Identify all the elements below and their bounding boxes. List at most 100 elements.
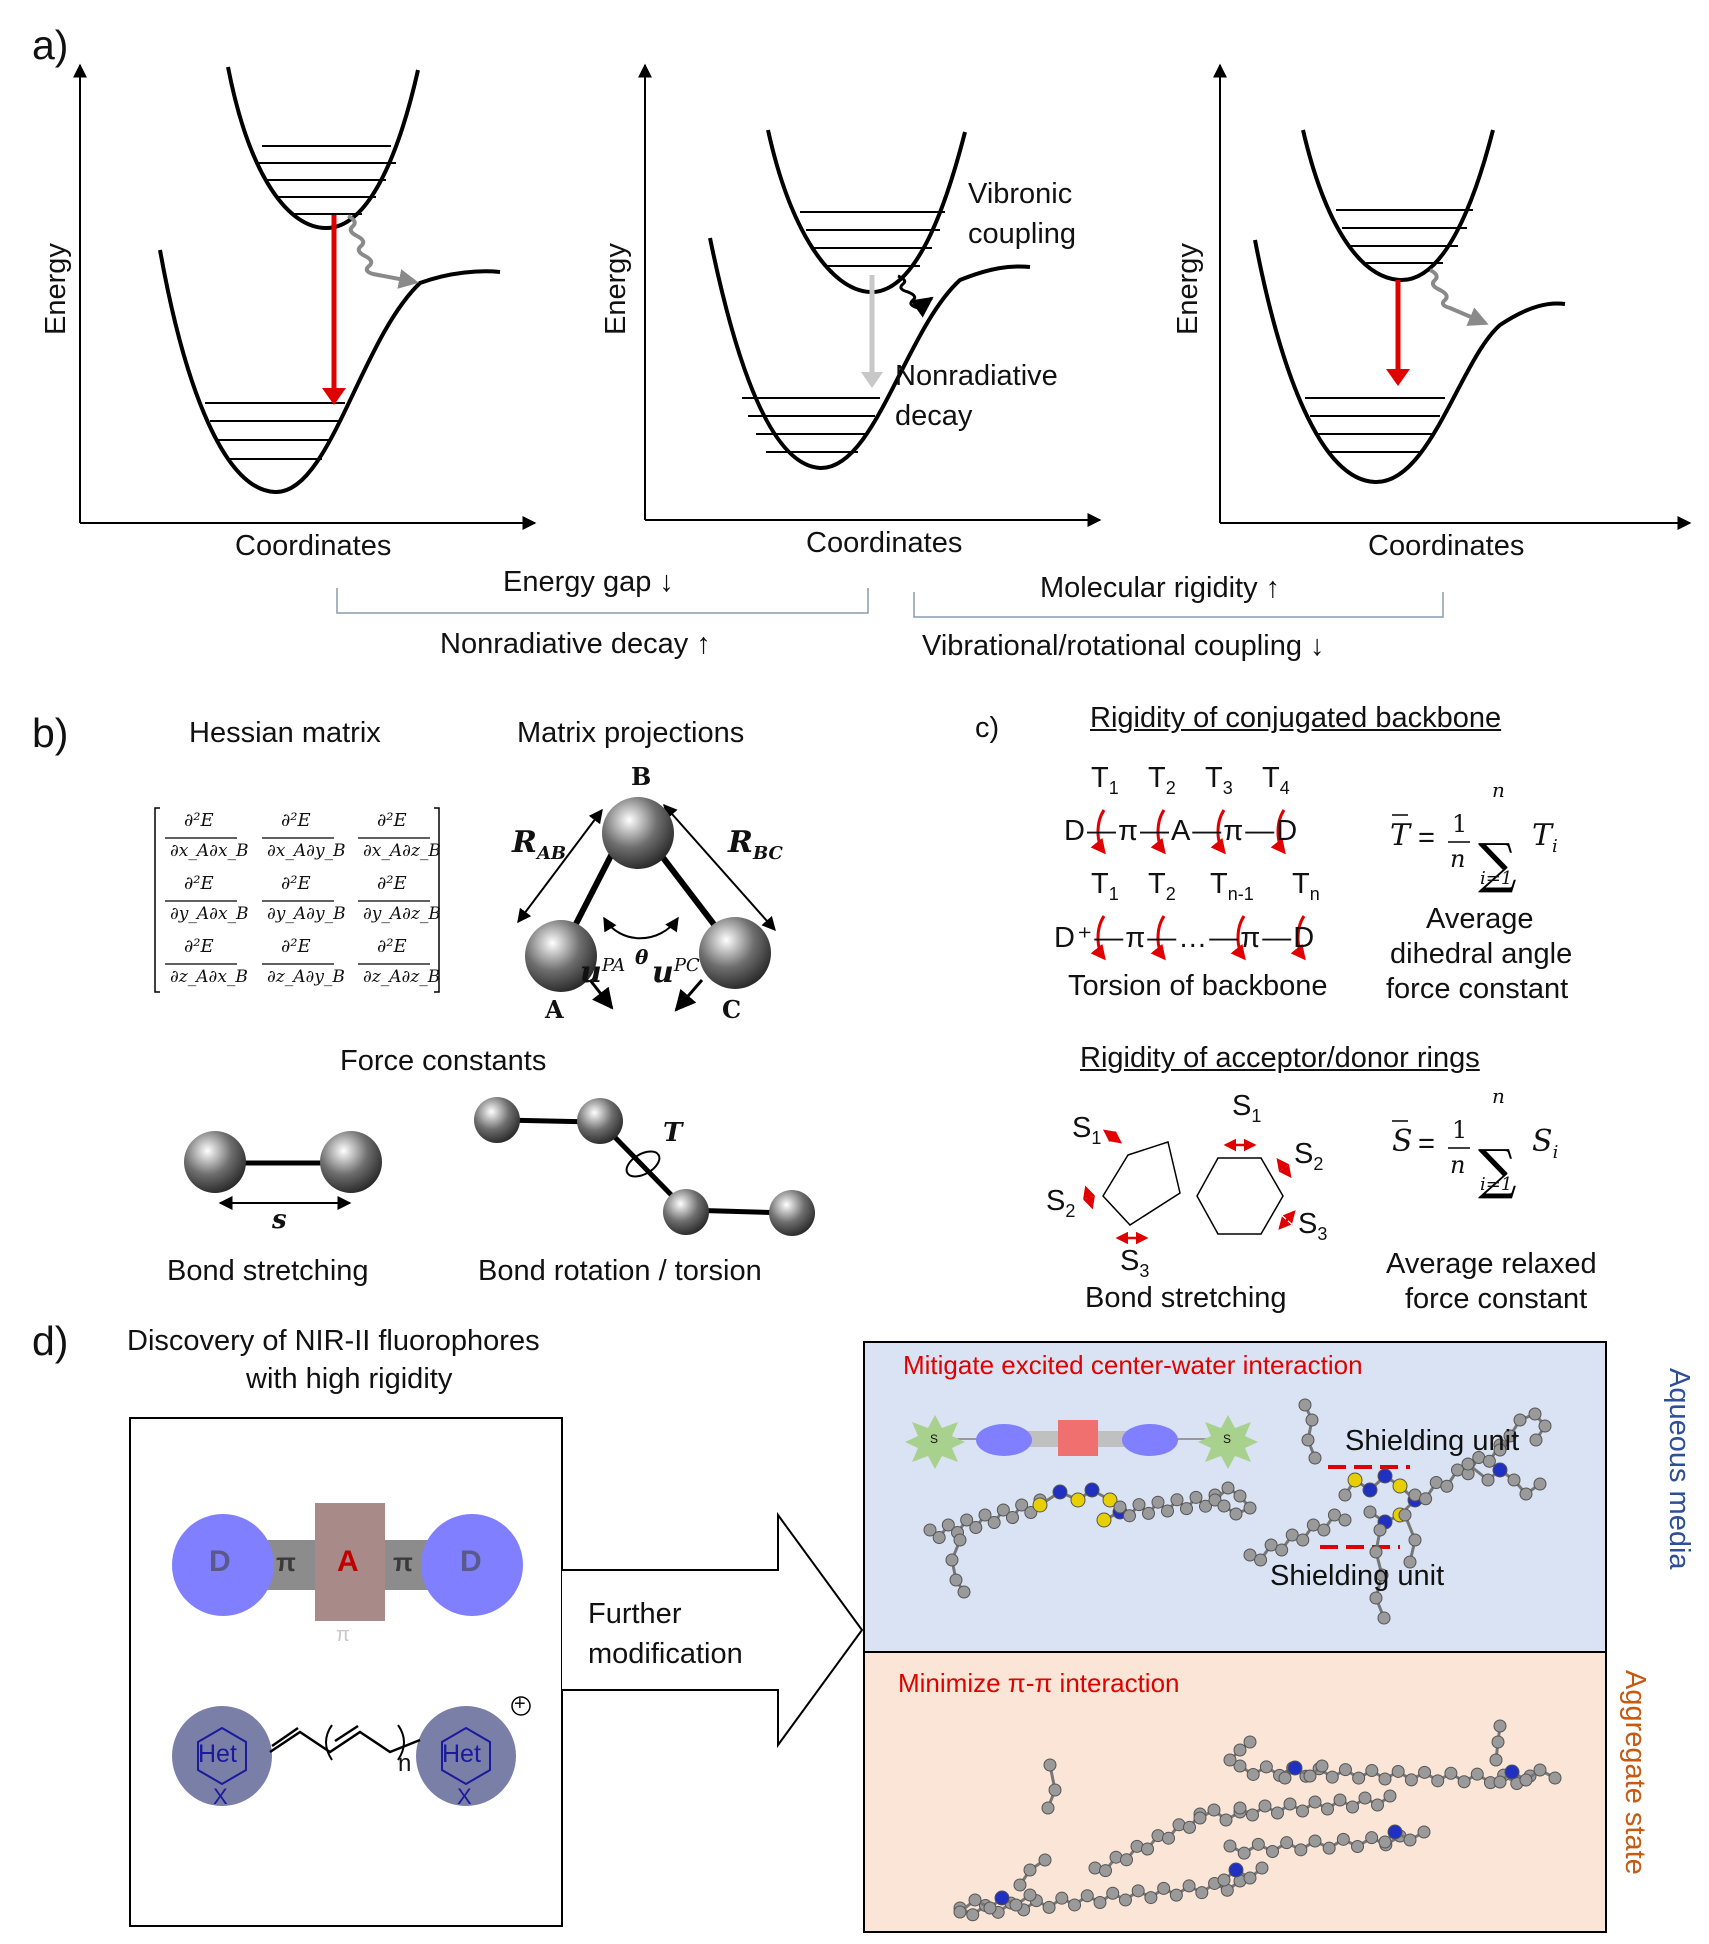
t-equals: = bbox=[1418, 822, 1435, 854]
atom-sphere bbox=[1195, 1886, 1209, 1900]
projection-molecule bbox=[517, 797, 776, 1012]
atom-sphere bbox=[994, 1890, 1010, 1906]
atom-sphere bbox=[1325, 1770, 1339, 1784]
atom-sphere bbox=[1208, 1493, 1222, 1507]
hessian-cell-den: ∂z_A∂z_B bbox=[363, 967, 441, 987]
atom-sphere bbox=[1161, 1504, 1174, 1518]
symbol-s: s bbox=[272, 1205, 287, 1235]
atom-sphere bbox=[1113, 1500, 1127, 1514]
atom-sphere bbox=[1491, 1735, 1505, 1749]
atom-sphere bbox=[1296, 1533, 1310, 1547]
atom-sphere bbox=[1055, 1891, 1069, 1905]
atom-sphere bbox=[1375, 1568, 1389, 1582]
hessian-cell-num: ∂²E bbox=[281, 810, 311, 831]
s-caption-1: Average relaxed bbox=[1386, 1248, 1597, 1280]
donor-right-label: D bbox=[460, 1545, 482, 1578]
atom-sphere bbox=[1391, 1764, 1405, 1778]
atom-sphere bbox=[1305, 1413, 1319, 1427]
pent-s1: S1 bbox=[1072, 1112, 1102, 1148]
atom-sphere bbox=[1503, 1429, 1517, 1443]
atom-sphere bbox=[1383, 1789, 1397, 1803]
t-term: Ti bbox=[1532, 818, 1558, 857]
het-left-label: Het bbox=[198, 1740, 237, 1768]
atom-sphere bbox=[1338, 1513, 1352, 1527]
atom-sphere bbox=[1548, 1771, 1562, 1785]
panel-c-label: c) bbox=[975, 712, 1000, 744]
aqueous-heading: Mitigate excited center-water interactio… bbox=[903, 1350, 1363, 1380]
atom-sphere bbox=[1264, 1538, 1278, 1552]
plot-2-xlabel: Coordinates bbox=[806, 527, 963, 559]
pent-s3: S3 bbox=[1120, 1245, 1150, 1281]
backbone-title: Rigidity of conjugated backbone bbox=[1090, 702, 1502, 734]
torsion-molecule bbox=[474, 1097, 815, 1236]
atom-sphere bbox=[945, 1553, 959, 1567]
symbol-t: T bbox=[663, 1118, 683, 1148]
t-frac-den: n bbox=[1450, 845, 1466, 873]
bracket-left bbox=[336, 588, 869, 614]
atom-sphere bbox=[1217, 1499, 1231, 1513]
s-frac-den: n bbox=[1450, 1151, 1466, 1179]
donor-left-label: D bbox=[209, 1545, 231, 1578]
aqueous-side-label: Aqueous media bbox=[1663, 1368, 1695, 1570]
atom-sphere bbox=[1131, 1884, 1145, 1898]
atom-sphere bbox=[1403, 1833, 1417, 1847]
bracket-vibrational-coupling: Vibrational/rotational coupling ↓ bbox=[922, 630, 1325, 662]
atom-sphere bbox=[1193, 1811, 1207, 1825]
atom-sphere bbox=[1151, 1495, 1165, 1509]
atom-sphere bbox=[1243, 1871, 1257, 1885]
hessian-cell-den: ∂y_A∂y_B bbox=[267, 904, 346, 924]
atom-sphere bbox=[1130, 1839, 1144, 1853]
atom-sphere bbox=[1023, 1888, 1037, 1902]
atom-sphere bbox=[1259, 1760, 1273, 1774]
s-term: Si bbox=[1532, 1124, 1559, 1163]
hessian-cell-num: ∂²E bbox=[377, 873, 407, 894]
charge-plus: + bbox=[514, 1693, 526, 1715]
bracket-nonradiative-decay: Nonradiative decay ↑ bbox=[440, 628, 711, 660]
atom-sphere bbox=[1180, 1502, 1193, 1516]
atom-sphere bbox=[968, 1893, 982, 1907]
hessian-cell-num: ∂²E bbox=[377, 810, 407, 831]
t-bar-symbol: T bbox=[1390, 818, 1411, 853]
atom-sphere bbox=[1513, 1413, 1527, 1427]
sum-symbol-s: ∑ bbox=[1478, 1138, 1517, 1201]
bracket-molecular-rigidity: Molecular rigidity ↑ bbox=[1040, 572, 1281, 604]
t-caption-1: Average bbox=[1426, 903, 1534, 935]
t-upper: n bbox=[1492, 778, 1505, 802]
atom-sphere bbox=[1120, 1853, 1133, 1867]
atom-sphere bbox=[949, 1573, 963, 1587]
hex-s3: S3 bbox=[1298, 1208, 1328, 1244]
atom-sphere bbox=[1221, 1481, 1235, 1495]
t-caption-3: force constant bbox=[1386, 973, 1569, 1005]
atom-sphere bbox=[1365, 1831, 1379, 1845]
atom-sphere bbox=[1408, 1533, 1422, 1547]
atom-sphere bbox=[996, 1503, 1010, 1517]
atom-sphere bbox=[1358, 1791, 1372, 1805]
hessian-cell-den: ∂x_A∂x_B bbox=[170, 841, 249, 861]
atom-sphere bbox=[1298, 1398, 1312, 1412]
atom-sphere bbox=[1141, 1842, 1154, 1856]
hex-s1: S1 bbox=[1232, 1090, 1262, 1126]
force-constants-title: Force constants bbox=[340, 1045, 547, 1077]
hessian-cell-num: ∂²E bbox=[184, 873, 214, 894]
hessian-brackets bbox=[154, 807, 440, 993]
backbone-chain-1: D—π—A—π—D bbox=[1064, 815, 1300, 847]
atom-sphere bbox=[1418, 1765, 1432, 1779]
atom-sphere bbox=[1504, 1764, 1520, 1780]
symbol-upc: uPC bbox=[652, 955, 700, 990]
plot-1-xlabel: Coordinates bbox=[235, 530, 392, 562]
bracket-right bbox=[913, 592, 1444, 618]
atom-sphere bbox=[1321, 1802, 1334, 1816]
atom-sphere bbox=[1533, 1477, 1547, 1491]
backbone-chain-2: D⁺—π—…—π—D bbox=[1054, 922, 1317, 954]
shielding-unit-bottom: Shielding unit bbox=[1270, 1560, 1445, 1592]
atom-sphere bbox=[1132, 1498, 1146, 1512]
atom-sphere bbox=[1106, 1886, 1120, 1900]
atom-sphere bbox=[1301, 1433, 1315, 1447]
atom-sphere bbox=[1333, 1793, 1347, 1807]
atom-sphere bbox=[1271, 1806, 1284, 1820]
atom-sphere bbox=[1377, 1468, 1393, 1484]
hessian-cell-num: ∂²E bbox=[184, 936, 214, 957]
atom-sphere bbox=[1338, 1763, 1352, 1777]
atom-sphere bbox=[1070, 1492, 1086, 1508]
hessian-cell-den: ∂y_A∂z_B bbox=[363, 904, 441, 924]
